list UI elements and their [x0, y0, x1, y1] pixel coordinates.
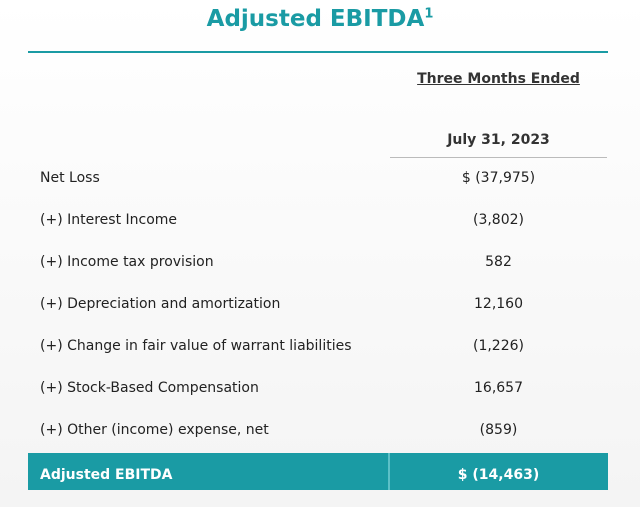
total-divider	[388, 453, 390, 490]
table-row: (+) Interest Income (3,802)	[0, 212, 640, 232]
table-row: Net Loss $ (37,975)	[0, 170, 640, 190]
row-label: (+) Other (income) expense, net	[40, 422, 269, 438]
column-date: July 31, 2023	[447, 132, 550, 148]
title-rule	[28, 51, 608, 53]
title: Adjusted EBITDA1	[0, 6, 640, 32]
row-label: (+) Interest Income	[40, 212, 178, 228]
row-value: (859)	[479, 422, 518, 438]
total-row: Adjusted EBITDA $ (14,463)	[28, 453, 608, 490]
title-text: Adjusted EBITDA	[206, 6, 425, 32]
row-label: (+) Change in fair value of warrant liab…	[40, 338, 352, 354]
total-value: $ (14,463)	[457, 467, 540, 483]
row-label: Net Loss	[40, 170, 100, 186]
table-row: (+) Other (income) expense, net (859)	[0, 422, 640, 442]
row-label: (+) Stock-Based Compensation	[40, 380, 259, 396]
total-label: Adjusted EBITDA	[40, 467, 173, 483]
table-row: (+) Depreciation and amortization 12,160	[0, 296, 640, 316]
row-label: (+) Depreciation and amortization	[40, 296, 281, 312]
table-row: (+) Stock-Based Compensation 16,657	[0, 380, 640, 400]
header-rule	[390, 157, 607, 158]
row-value: 582	[485, 254, 512, 270]
row-value: 12,160	[474, 296, 523, 312]
row-label: (+) Income tax provision	[40, 254, 214, 270]
row-value: (1,226)	[472, 338, 524, 354]
row-value: 16,657	[474, 380, 523, 396]
row-value: (3,802)	[472, 212, 524, 228]
table-row: (+) Income tax provision 582	[0, 254, 640, 274]
row-value: $ (37,975)	[461, 170, 536, 186]
table-row: (+) Change in fair value of warrant liab…	[0, 338, 640, 358]
footnote-mark: 1	[424, 6, 434, 22]
column-header: Three Months Ended	[417, 71, 580, 87]
